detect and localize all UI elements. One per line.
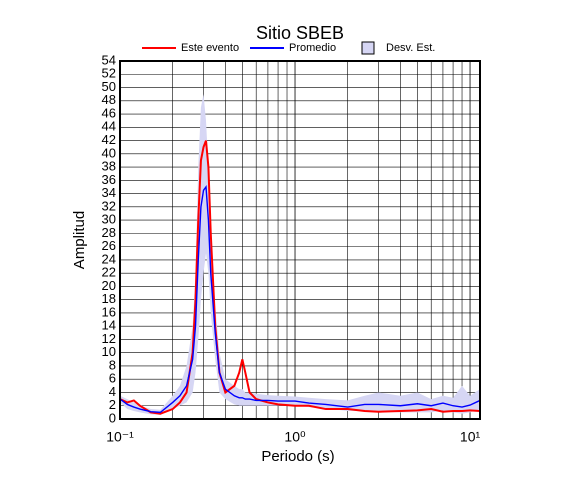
y-tick-label: 40 bbox=[102, 145, 116, 160]
y-tick-label: 8 bbox=[109, 357, 116, 372]
y-tick-label: 2 bbox=[109, 397, 116, 412]
y-tick-label: 36 bbox=[102, 172, 116, 187]
y-tick-label: 42 bbox=[102, 132, 116, 147]
y-tick-label: 50 bbox=[102, 79, 116, 94]
legend-label: Promedio bbox=[289, 42, 336, 54]
x-tick-label: 10¹ bbox=[460, 429, 481, 445]
y-tick-label: 24 bbox=[102, 251, 116, 266]
y-tick-label: 54 bbox=[102, 52, 116, 67]
y-axis-label: Amplitud bbox=[71, 211, 88, 269]
y-tick-label: 14 bbox=[102, 318, 116, 333]
y-tick-label: 48 bbox=[102, 92, 116, 107]
y-tick-label: 0 bbox=[109, 410, 116, 425]
chart-title: Sitio SBEB bbox=[256, 23, 344, 43]
y-tick-label: 22 bbox=[102, 265, 116, 280]
legend-label: Este evento bbox=[181, 42, 239, 54]
y-tick-label: 34 bbox=[102, 185, 116, 200]
x-tick-label: 10⁰ bbox=[284, 429, 306, 445]
y-tick-label: 44 bbox=[102, 119, 116, 134]
series-line bbox=[119, 140, 481, 415]
y-tick-label: 10 bbox=[102, 344, 116, 359]
x-axis-label: Periodo (s) bbox=[261, 448, 334, 465]
legend-label: Desv. Est. bbox=[386, 42, 435, 54]
y-tick-label: 20 bbox=[102, 278, 116, 293]
y-tick-label: 38 bbox=[102, 159, 116, 174]
y-tick-label: 18 bbox=[102, 291, 116, 306]
y-tick-label: 46 bbox=[102, 105, 116, 120]
y-tick-label: 4 bbox=[109, 384, 116, 399]
y-tick-label: 12 bbox=[102, 331, 116, 346]
y-tick-label: 32 bbox=[102, 198, 116, 213]
legend-swatch bbox=[361, 41, 375, 55]
y-tick-label: 52 bbox=[102, 66, 116, 81]
plot-frame bbox=[119, 60, 481, 420]
y-tick-label: 26 bbox=[102, 238, 116, 253]
y-tick-label: 30 bbox=[102, 212, 116, 227]
y-tick-label: 16 bbox=[102, 304, 116, 319]
y-tick-label: 6 bbox=[109, 371, 116, 386]
y-tick-label: 28 bbox=[102, 225, 116, 240]
series-line bbox=[119, 185, 481, 414]
x-tick-label: 10⁻¹ bbox=[106, 429, 134, 445]
